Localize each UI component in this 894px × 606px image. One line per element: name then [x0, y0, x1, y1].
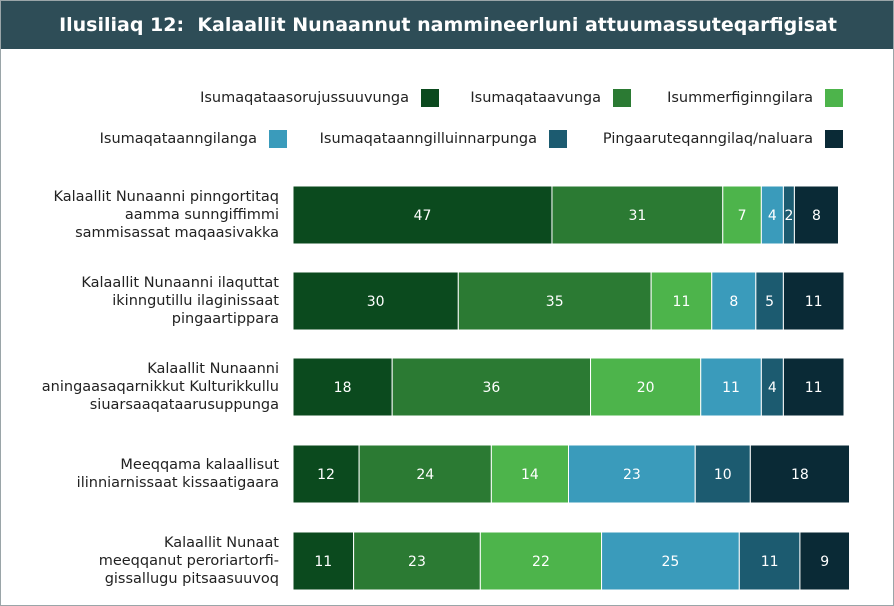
legend-label: Isumaqataasorujussuuvunga	[200, 90, 409, 106]
data-label: 11	[314, 554, 332, 570]
data-label: 10	[714, 467, 732, 483]
bar-segment	[793, 185, 839, 245]
category-label: Meeqqama kalaallisut ilinniarnissaat kis…	[76, 457, 279, 491]
data-label: 23	[623, 467, 641, 483]
bar-segment	[292, 357, 393, 417]
data-label: 11	[722, 380, 740, 396]
legend-label: Isumaqataanngilanga	[100, 131, 257, 147]
bar-segment	[590, 357, 702, 417]
data-label: 12	[317, 467, 335, 483]
data-label: 22	[532, 554, 550, 570]
data-label: 23	[408, 554, 426, 570]
data-label: 9	[820, 554, 829, 570]
data-label: 31	[628, 208, 646, 224]
legend-swatch	[269, 130, 287, 148]
data-label: 14	[521, 467, 539, 483]
bar-segment	[700, 357, 762, 417]
bar-segment	[711, 271, 757, 331]
bar-segment	[292, 531, 355, 591]
bar-segment	[353, 531, 481, 591]
bar-segment	[292, 444, 360, 504]
legend-swatch	[825, 130, 843, 148]
legend-label: Pingaaruteqanngilaq/naluara	[603, 131, 813, 147]
data-label: 11	[673, 294, 691, 310]
bar-segment	[551, 185, 724, 245]
data-label: 20	[637, 380, 655, 396]
data-label: 11	[805, 294, 823, 310]
data-label: 5	[765, 294, 774, 310]
bar-segment	[490, 444, 569, 504]
data-label: 4	[768, 380, 777, 396]
category-label: Kalaallit Nunaat meeqqanut peroriartorfi…	[98, 535, 279, 587]
data-label: 24	[416, 467, 434, 483]
data-label: 25	[662, 554, 680, 570]
data-label: 2	[784, 208, 793, 224]
chart-title: Ilusiliaq 12: Kalaallit Nunaannut nammin…	[1, 1, 893, 49]
legend-label: Isumaqataavunga	[470, 90, 601, 106]
data-label: 4	[768, 208, 777, 224]
data-label: 8	[729, 294, 738, 310]
data-label: 11	[761, 554, 779, 570]
bar-segment	[650, 271, 713, 331]
bar-segment	[749, 444, 851, 504]
legend-swatch	[421, 89, 439, 107]
data-label: 18	[791, 467, 809, 483]
data-label: 8	[812, 208, 821, 224]
bar-segment	[722, 185, 762, 245]
data-label: 47	[414, 208, 432, 224]
bar-segment	[457, 271, 652, 331]
bar-segment	[391, 357, 592, 417]
category-label: Kalaallit Nunaanni aningaasaqarnikkut Ku…	[41, 361, 279, 413]
data-label: 18	[334, 380, 352, 396]
bar-segment	[358, 444, 492, 504]
data-label: 30	[367, 294, 385, 310]
legend-label: Isummerfiginngilara	[667, 90, 813, 106]
data-label: 35	[546, 294, 564, 310]
bar-segment	[292, 271, 459, 331]
legend-swatch	[549, 130, 567, 148]
bar-segment	[694, 444, 751, 504]
bar-segment	[601, 531, 740, 591]
bar-segment	[799, 531, 851, 591]
category-label: Kalaallit Nunaanni pinngortitaq aamma su…	[53, 189, 279, 241]
data-label: 11	[805, 380, 823, 396]
bar-segment	[782, 271, 845, 331]
bar-segment	[755, 271, 784, 331]
data-label: 7	[738, 208, 747, 224]
data-label: 36	[482, 380, 500, 396]
legend-swatch	[613, 89, 631, 107]
legend-swatch	[825, 89, 843, 107]
legend-label: Isumaqataanngilluinnarpunga	[320, 131, 537, 147]
bar-segment	[782, 357, 845, 417]
category-label: Kalaallit Nunaanni ilaquttat ikinngutill…	[81, 275, 279, 327]
